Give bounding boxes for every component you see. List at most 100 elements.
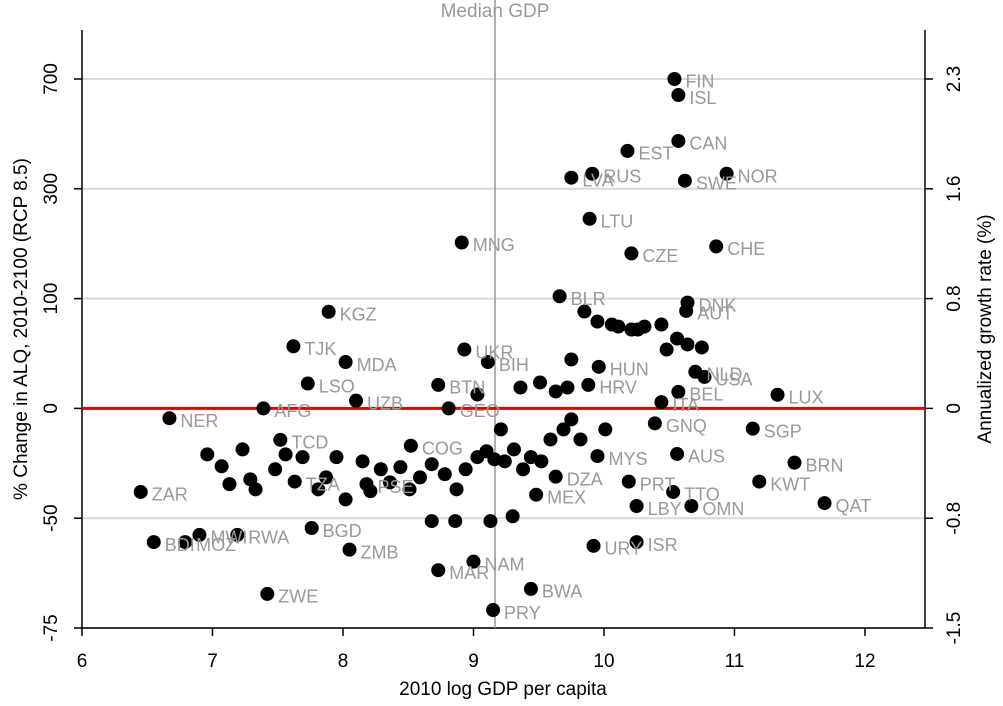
y-tick-label: 700 xyxy=(41,63,62,95)
point xyxy=(497,454,512,469)
point-label: BTN xyxy=(449,378,485,398)
point-label: ISR xyxy=(648,535,678,555)
point xyxy=(162,411,177,426)
point xyxy=(709,239,724,254)
point-label: NOR xyxy=(738,166,778,186)
point-label: KGZ xyxy=(340,305,377,325)
point xyxy=(548,469,563,484)
point xyxy=(295,450,310,465)
point xyxy=(671,88,686,103)
point xyxy=(680,337,695,352)
point-label: MDA xyxy=(357,355,397,375)
point xyxy=(278,447,293,462)
point xyxy=(787,455,802,470)
y2-axis-title: Annualized growth rate (%) xyxy=(975,214,996,443)
point xyxy=(582,211,597,226)
point-label: TTO xyxy=(684,485,720,505)
point xyxy=(564,170,579,185)
point xyxy=(630,322,645,337)
point xyxy=(424,457,439,472)
point xyxy=(311,482,326,497)
y2-tick-label: 0 xyxy=(944,403,965,414)
point-label: LVA xyxy=(582,170,613,190)
point-label: BRN xyxy=(806,455,844,475)
point-label: PRY xyxy=(504,603,541,623)
point xyxy=(287,474,302,489)
point-label: FIN xyxy=(685,72,714,92)
y2-tick-label: 1.6 xyxy=(944,176,965,202)
point xyxy=(393,460,408,475)
point-label: CHE xyxy=(727,239,765,259)
point xyxy=(506,442,521,457)
point-label: BIH xyxy=(499,355,529,375)
point xyxy=(230,527,245,542)
point-label: MWI xyxy=(210,528,247,548)
point xyxy=(342,542,357,557)
y2-tick-label: -0.8 xyxy=(944,502,965,535)
point xyxy=(523,581,538,596)
point-label: ITA xyxy=(672,395,699,415)
point-label: KWT xyxy=(770,474,810,494)
point xyxy=(745,421,760,436)
point-label: NLD xyxy=(706,365,742,385)
point xyxy=(629,535,644,550)
point xyxy=(590,449,605,464)
point xyxy=(529,487,544,502)
point xyxy=(146,535,161,550)
point-label: USA xyxy=(715,370,752,390)
point xyxy=(268,462,283,477)
point-label: MOZ xyxy=(196,535,236,555)
point xyxy=(585,166,600,181)
point xyxy=(454,235,469,250)
point xyxy=(629,499,644,514)
point-label: LSO xyxy=(319,376,355,396)
point xyxy=(548,384,563,399)
point-label: CAN xyxy=(689,134,727,154)
point xyxy=(304,521,319,536)
point-label: BDI xyxy=(165,535,195,555)
point-label: BWA xyxy=(542,582,582,602)
point-label: ZWE xyxy=(278,587,318,607)
point xyxy=(573,432,588,447)
point-label: UZB xyxy=(367,393,403,413)
point xyxy=(431,377,446,392)
point xyxy=(457,342,472,357)
point-label: HRV xyxy=(599,378,637,398)
point xyxy=(611,319,626,334)
point-label: MYS xyxy=(608,449,647,469)
point xyxy=(487,452,502,467)
point xyxy=(556,422,571,437)
point-label: CZE xyxy=(642,246,678,266)
y-tick-label: 300 xyxy=(41,173,62,205)
point-label: ISL xyxy=(689,88,716,108)
point xyxy=(654,317,669,332)
point xyxy=(486,603,501,618)
point-label: TZA xyxy=(306,474,340,494)
point xyxy=(286,339,301,354)
point xyxy=(256,401,271,416)
point xyxy=(677,173,692,188)
point xyxy=(688,364,703,379)
point xyxy=(543,432,558,447)
point xyxy=(260,586,275,601)
point xyxy=(466,554,481,569)
point xyxy=(424,514,439,529)
point xyxy=(300,376,315,391)
point xyxy=(248,482,263,497)
point xyxy=(654,395,669,410)
point xyxy=(577,304,592,319)
point xyxy=(133,484,148,499)
point xyxy=(684,499,699,514)
point-label: AUS xyxy=(688,447,725,467)
x-tick-label: 12 xyxy=(854,651,875,672)
point xyxy=(338,492,353,507)
point-label: BEL xyxy=(689,385,723,405)
y-tick-label: 100 xyxy=(41,283,62,315)
point-label: SWE xyxy=(696,173,737,193)
point xyxy=(719,166,734,181)
point xyxy=(671,384,686,399)
point xyxy=(671,133,686,148)
point-label: LUX xyxy=(789,387,824,407)
point xyxy=(533,375,548,390)
